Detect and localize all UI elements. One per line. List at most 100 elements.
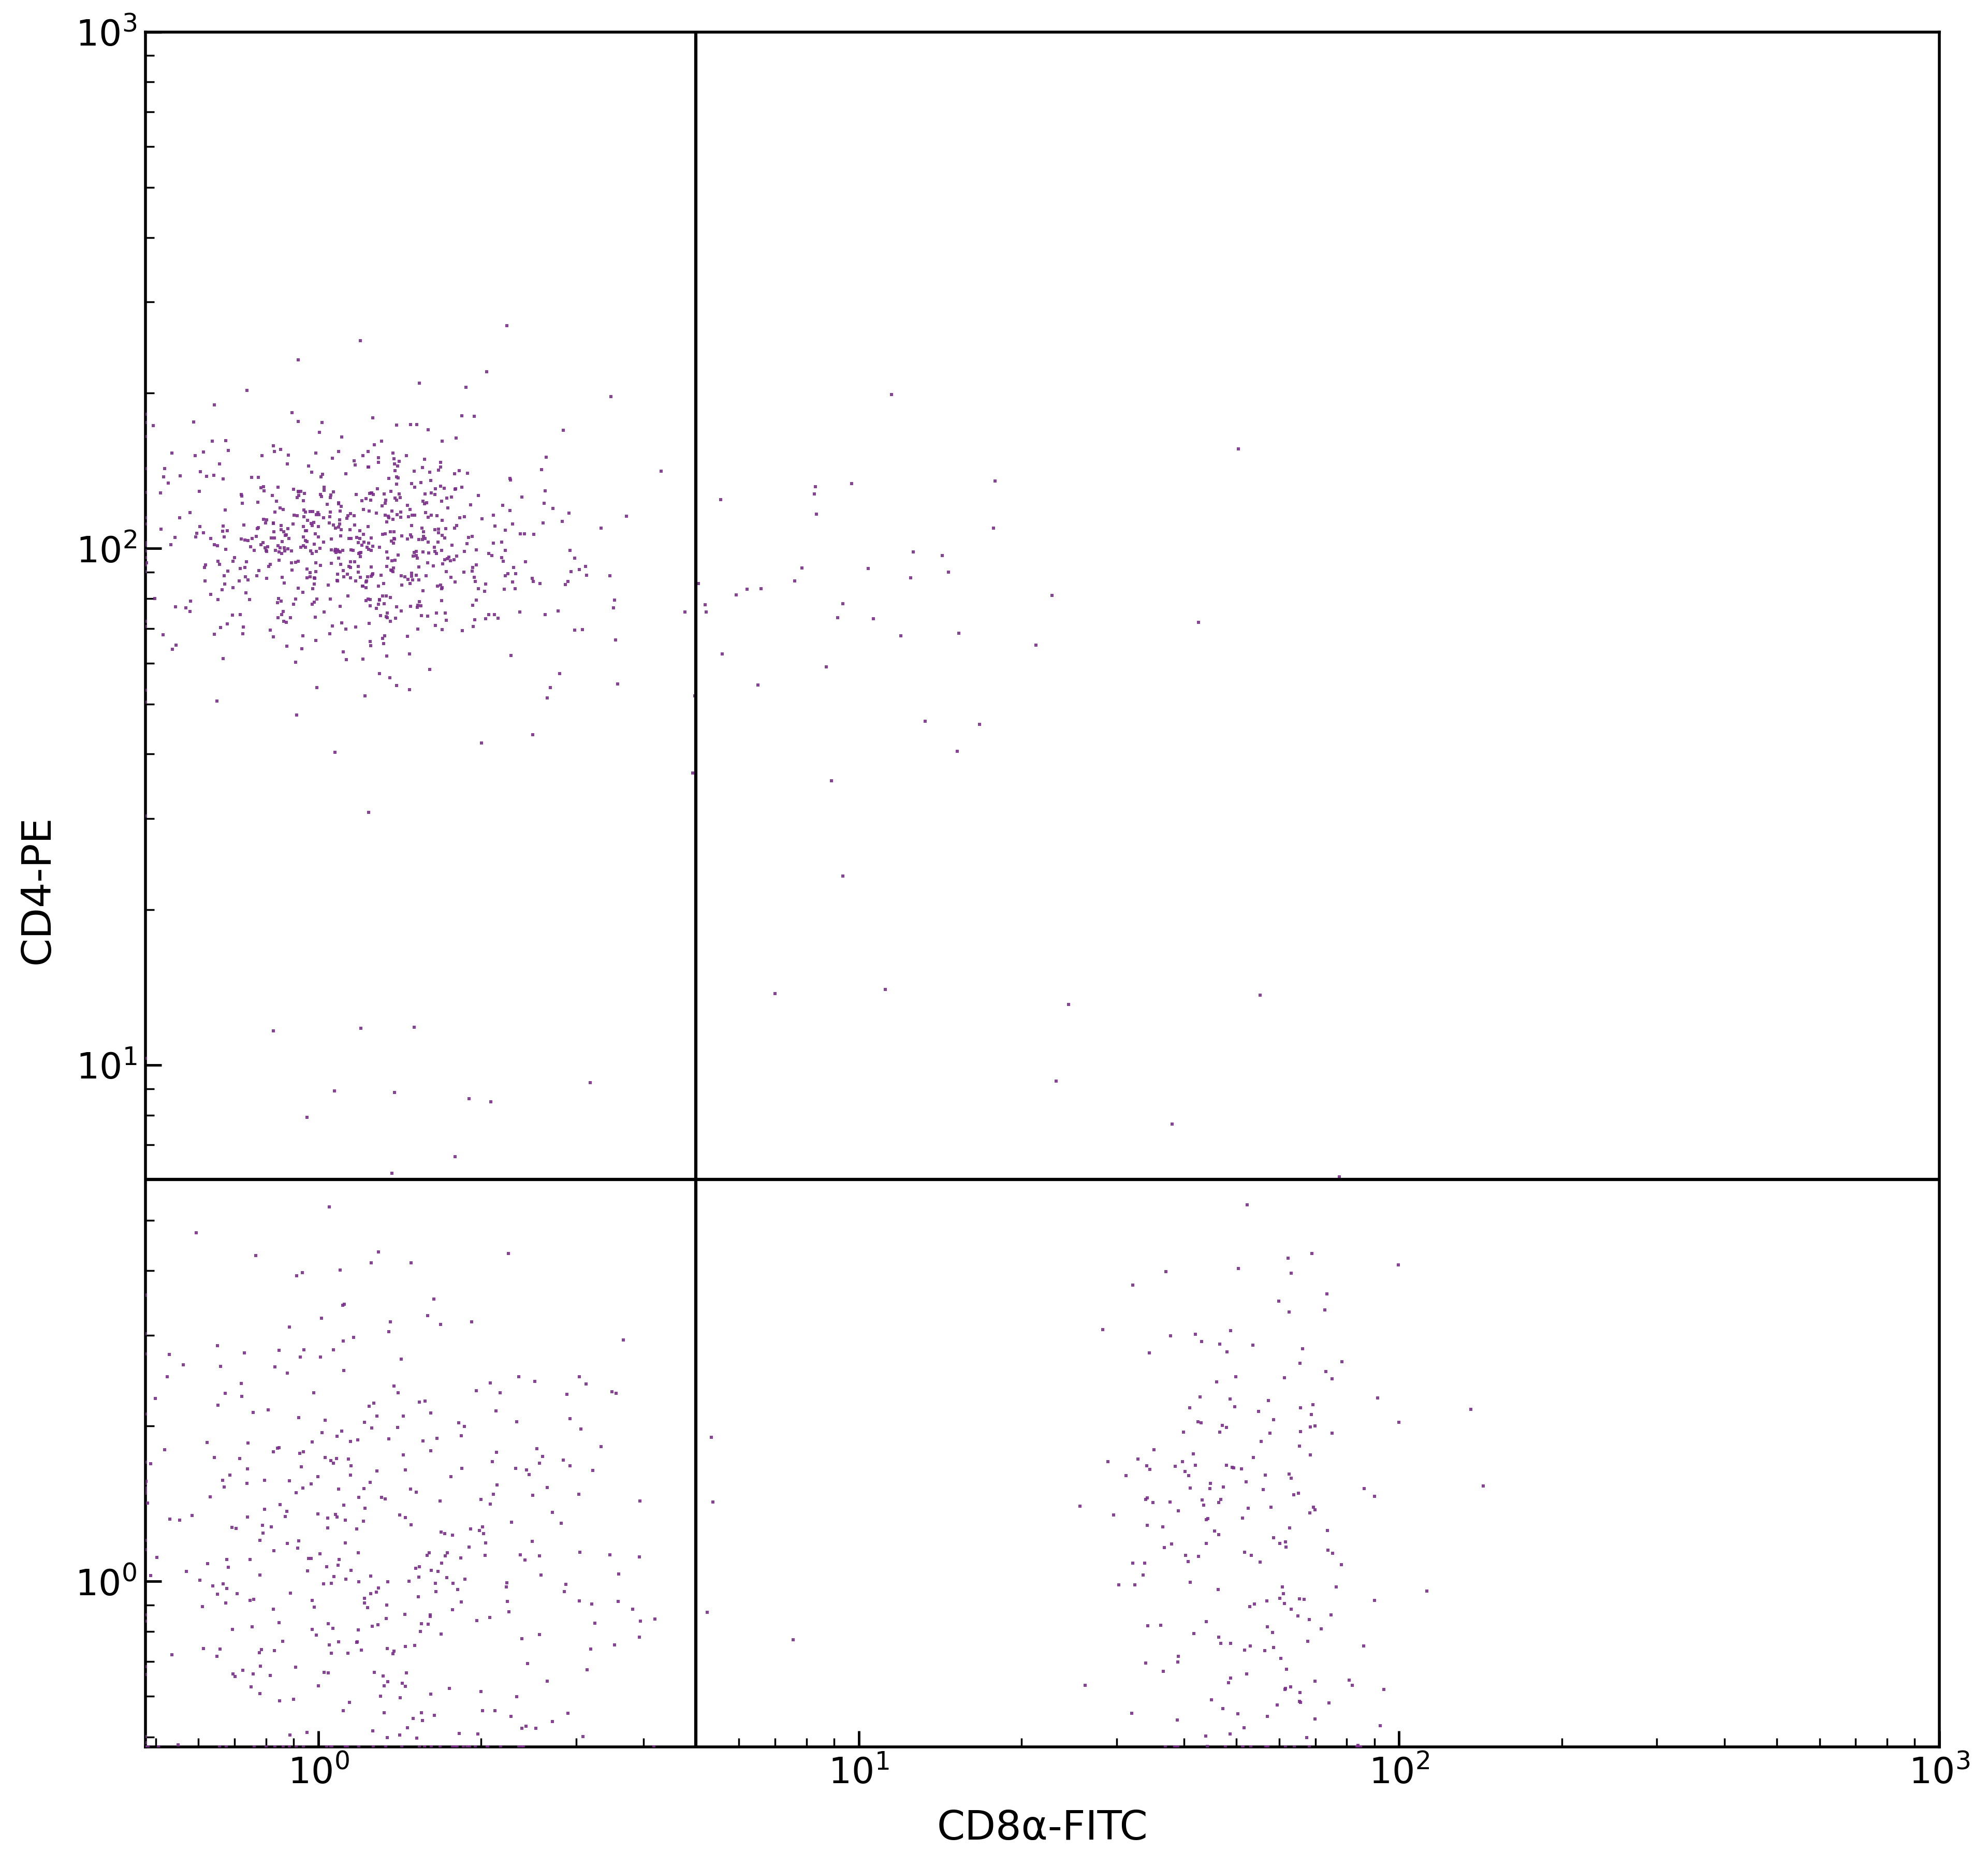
Point: [390, 1455, 421, 1485]
Point: [264, 435, 296, 465]
Point: [314, 1446, 346, 1476]
Point: [304, 1342, 336, 1372]
Point: [857, 603, 889, 633]
Point: [449, 373, 481, 403]
Point: [356, 1560, 388, 1590]
Point: [638, 1605, 670, 1635]
Point: [624, 1607, 656, 1636]
Point: [368, 1661, 400, 1691]
Point: [467, 1511, 499, 1541]
Point: [324, 496, 356, 526]
Point: [288, 1437, 320, 1467]
Point: [129, 1319, 161, 1349]
Point: [270, 521, 302, 550]
Point: [459, 605, 491, 634]
Point: [964, 709, 996, 739]
Point: [231, 547, 262, 577]
Point: [489, 560, 521, 590]
Point: [380, 455, 412, 485]
Point: [380, 592, 412, 621]
Point: [1191, 1504, 1223, 1534]
Point: [209, 1588, 241, 1618]
Point: [292, 506, 324, 536]
Point: [217, 573, 248, 603]
Point: [322, 1474, 354, 1504]
Point: [696, 1422, 728, 1452]
Point: [1173, 1547, 1205, 1577]
Point: [254, 550, 286, 580]
Point: [485, 1732, 517, 1762]
Point: [296, 1614, 328, 1644]
Point: [352, 1592, 384, 1622]
Point: [429, 513, 461, 543]
Point: [209, 522, 241, 552]
Point: [1117, 1549, 1149, 1579]
Point: [262, 584, 294, 614]
Point: [469, 569, 501, 599]
Point: [1294, 1498, 1326, 1528]
Point: [189, 552, 221, 582]
Point: [1268, 1588, 1300, 1618]
Point: [1221, 1362, 1252, 1392]
Point: [1203, 1575, 1235, 1605]
Point: [398, 537, 429, 567]
Point: [431, 493, 463, 522]
Point: [316, 612, 348, 642]
Point: [690, 597, 722, 627]
Point: [155, 439, 187, 468]
Point: [1264, 1644, 1296, 1674]
Point: [415, 1398, 447, 1427]
Point: [376, 547, 408, 577]
Point: [149, 453, 181, 483]
Point: [318, 1077, 350, 1107]
Point: [404, 586, 435, 616]
Point: [521, 1433, 553, 1463]
Point: [302, 498, 334, 528]
Point: [1242, 1396, 1274, 1426]
Point: [392, 502, 423, 532]
Point: [131, 1489, 163, 1519]
Point: [575, 1067, 606, 1097]
Point: [334, 498, 366, 528]
Point: [1256, 1618, 1288, 1648]
Point: [362, 1237, 394, 1267]
Point: [348, 494, 380, 524]
Point: [1235, 1732, 1266, 1762]
Point: [477, 528, 509, 558]
Point: [491, 1571, 523, 1601]
Point: [563, 1362, 594, 1392]
Point: [326, 515, 358, 545]
Point: [129, 1732, 161, 1762]
Point: [565, 1414, 596, 1444]
Point: [1237, 1539, 1268, 1569]
Point: [207, 575, 239, 605]
Point: [139, 1385, 171, 1414]
Point: [386, 562, 417, 592]
Point: [129, 675, 161, 705]
Point: [1223, 1254, 1254, 1284]
Point: [308, 504, 340, 534]
Point: [469, 1541, 501, 1571]
Point: [1284, 1349, 1316, 1379]
Point: [207, 517, 239, 547]
Point: [278, 1685, 310, 1715]
Point: [302, 1670, 334, 1700]
Point: [342, 1627, 374, 1657]
Point: [245, 1651, 276, 1681]
Point: [1284, 1431, 1316, 1461]
Point: [310, 1442, 342, 1472]
Point: [131, 549, 163, 578]
Point: [316, 442, 348, 472]
Point: [497, 509, 529, 539]
Point: [276, 536, 308, 565]
Point: [493, 463, 525, 493]
Point: [386, 502, 417, 532]
Point: [390, 1659, 421, 1689]
Point: [441, 541, 473, 571]
Point: [396, 1510, 427, 1539]
Point: [400, 541, 431, 571]
Point: [402, 409, 433, 439]
Point: [402, 590, 433, 620]
Point: [408, 1706, 439, 1735]
Point: [507, 1732, 539, 1762]
